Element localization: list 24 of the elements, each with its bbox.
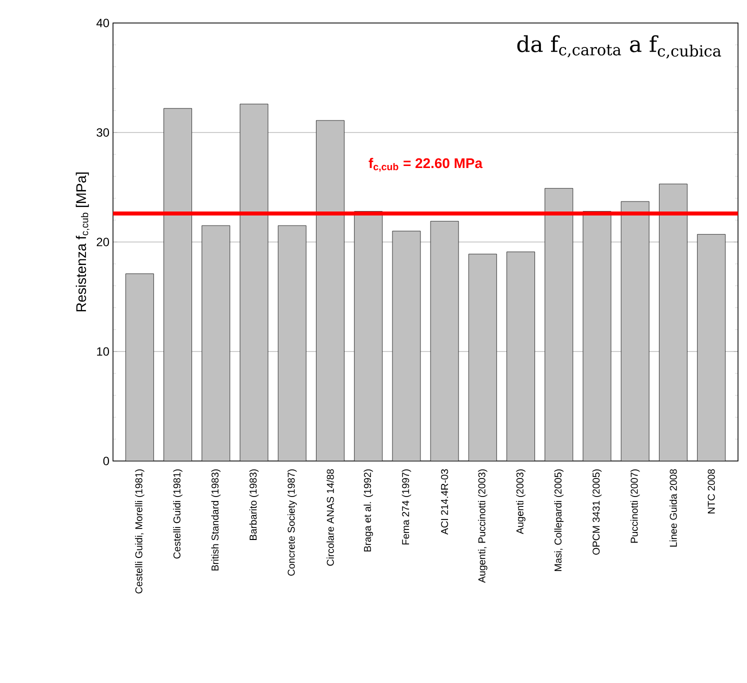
x-tick-label: Fema 274 (1997) bbox=[402, 469, 412, 544]
x-tick-label: NTC 2008 bbox=[708, 469, 715, 514]
x-tick-label: Circolare ANAS 14/88 bbox=[326, 469, 334, 566]
x-tick-label: Cestelli Guidi, Morelli (1981) bbox=[135, 469, 144, 594]
y-tick-label: 40 bbox=[96, 18, 110, 28]
x-tick-label: Barbarito (1983) bbox=[249, 469, 259, 540]
x-tick-label: Puccinotti (2007) bbox=[630, 469, 640, 543]
x-tick-label: Concrete Society (1987) bbox=[287, 469, 297, 576]
x-tick-label: Cestelli Guidi (1981) bbox=[173, 469, 182, 559]
x-tick-label: OPCM 3431 (2005) bbox=[592, 469, 602, 555]
x-tick-label: Masi, Collepardi (2005) bbox=[554, 469, 564, 571]
x-tick-label: Augenti (2003) bbox=[516, 469, 526, 534]
y-tick-label: 20 bbox=[96, 238, 110, 246]
y-axis-title: Resistenza f$_{c,cub}$ [MPa] bbox=[76, 172, 90, 312]
ref-line-label: f$_{c,cub}$ = 22.60 MPa bbox=[368, 158, 483, 172]
y-tick-label: 0 bbox=[103, 456, 110, 466]
x-tick-label: Braga et al. (1992) bbox=[364, 469, 373, 552]
y-tick-label: 30 bbox=[96, 128, 110, 137]
annotation: da f$_{c,carota}$ a f$_{c,cubica}$ bbox=[517, 35, 722, 59]
y-tick-label: 10 bbox=[97, 347, 110, 356]
x-tick-label: Augenti, Puccinotti (2003) bbox=[478, 469, 488, 583]
x-tick-label: ACI 214.4R-03 bbox=[441, 469, 448, 535]
x-tick-label: British Standard (1983) bbox=[211, 469, 221, 570]
x-tick-label: Linee Guida 2008 bbox=[670, 469, 677, 547]
